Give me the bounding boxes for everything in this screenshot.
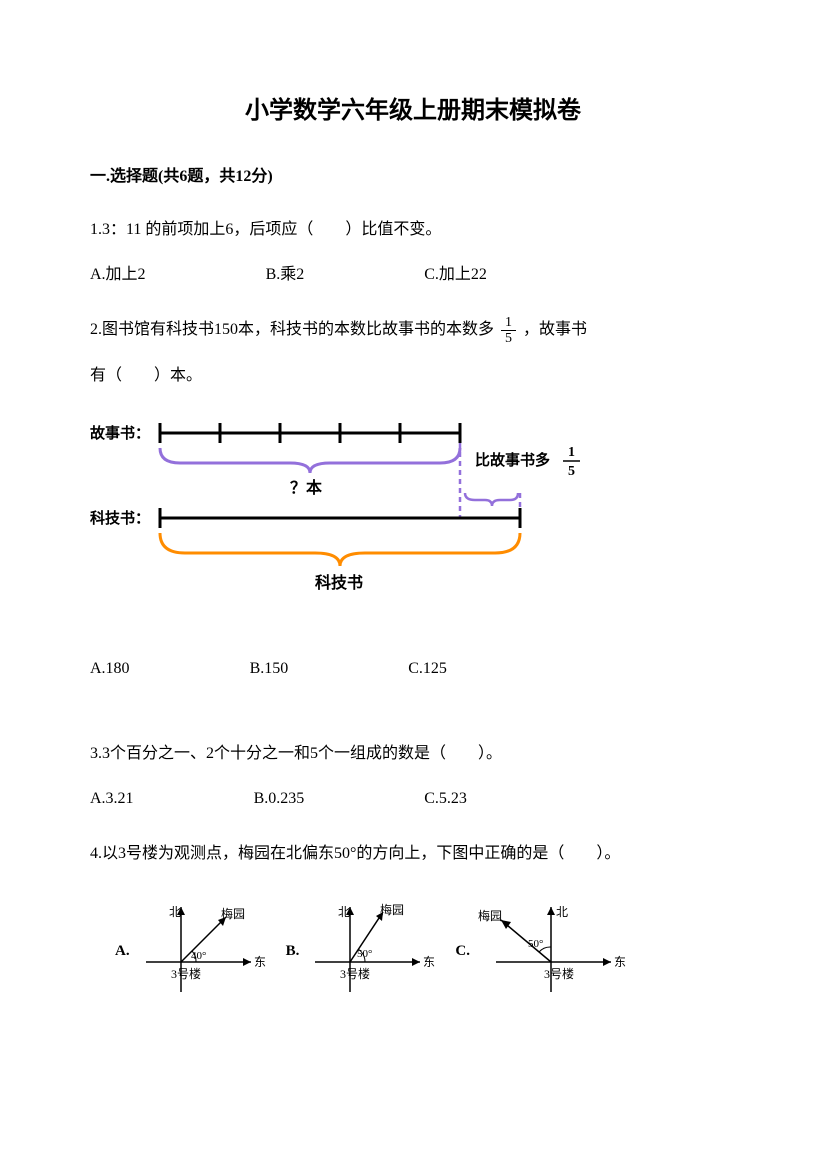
svg-text:梅园: 梅园 [380,902,404,917]
svg-text:梅园: 梅园 [221,906,245,921]
q2-diagram: 故事书： ？本 比故事书多 1 5 科技书： [90,418,736,611]
q2-text-after: ，故事书 [523,321,587,338]
svg-text:3号楼: 3号楼 [171,966,201,981]
question-3: 3.3个百分之一、2个十分之一和5个一组成的数是（ ）。 A.3.21 B.0.… [90,736,736,816]
svg-text:1: 1 [568,445,575,460]
q3-option-b: B.0.235 [254,781,305,816]
q4-diagrams: A. 北 东 梅园 40° 3号楼 B. [115,902,736,1002]
question-4: 4.以3号楼为观测点，梅园在北偏东50°的方向上，下图中正确的是（ ）。 A. … [90,836,736,1001]
label-more: 比故事书多 [475,451,550,469]
label-tech-bottom: 科技书 [315,573,363,592]
q2-option-b: B.150 [250,651,289,686]
svg-text:东: 东 [614,955,626,969]
svg-text:50°: 50° [357,948,372,960]
q2-options: A.180 B.150 C.125 [90,651,736,686]
q3-text: 3.3个百分之一、2个十分之一和5个一组成的数是（ ）。 [90,736,736,771]
q1-option-c: C.加上22 [424,257,487,292]
q2-option-c: C.125 [408,651,447,686]
question-2: 2.图书馆有科技书150本，科技书的本数比故事书的本数多 1 5 ，故事书 有（… [90,312,736,686]
fraction-icon: 1 5 [501,315,516,347]
q3-option-c: C.5.23 [424,781,467,816]
q1-options: A.加上2 B.乘2 C.加上22 [90,257,736,292]
q4-option-a: A. 北 东 梅园 40° 3号楼 [115,902,266,1002]
svg-text:50°: 50° [528,938,543,950]
fraction-denominator: 5 [501,331,516,346]
direction-diagram-b: 北 东 梅园 50° 3号楼 [305,902,435,1002]
q1-option-a: A.加上2 [90,257,146,292]
q3-option-a: A.3.21 [90,781,134,816]
bar-diagram-svg: 故事书： ？本 比故事书多 1 5 科技书： [90,418,650,598]
q4-option-b: B. 北 东 梅园 50° 3号楼 [286,902,436,1002]
q3-options: A.3.21 B.0.235 C.5.23 [90,781,736,816]
direction-diagram-a: 北 东 梅园 40° 3号楼 [136,902,266,1002]
svg-text:3号楼: 3号楼 [544,966,574,981]
section-header: 一.选择题(共6题，共12分) [90,163,736,192]
q2-text-line2: 有（ ）本。 [90,358,736,393]
label-tech: 科技书： [90,509,150,527]
q2-option-a: A.180 [90,651,130,686]
label-unknown: ？本 [290,478,322,497]
q4-c-letter: C. [455,935,470,968]
q4-a-letter: A. [115,935,130,968]
svg-text:3号楼: 3号楼 [340,966,370,981]
q4-text: 4.以3号楼为观测点，梅园在北偏东50°的方向上，下图中正确的是（ ）。 [90,836,736,871]
svg-text:40°: 40° [191,950,206,962]
svg-text:5: 5 [568,464,575,479]
q4-b-letter: B. [286,935,300,968]
q1-option-b: B.乘2 [266,257,305,292]
svg-text:梅园: 梅园 [478,908,502,923]
direction-diagram-c: 北 东 梅园 50° 3号楼 [476,902,626,1002]
svg-text:东: 东 [423,955,435,969]
svg-text:东: 东 [254,955,266,969]
page-title: 小学数学六年级上册期末模拟卷 [90,90,736,133]
svg-text:北: 北 [338,905,350,919]
q1-text: 1.3：11 的前项加上6，后项应（ ）比值不变。 [90,212,736,247]
question-1: 1.3：11 的前项加上6，后项应（ ）比值不变。 A.加上2 B.乘2 C.加… [90,212,736,292]
label-story: 故事书： [90,424,150,442]
svg-text:北: 北 [556,905,568,919]
svg-text:北: 北 [169,905,181,919]
fraction-numerator: 1 [501,315,516,331]
q2-text: 2.图书馆有科技书150本，科技书的本数比故事书的本数多 1 5 ，故事书 [90,312,736,347]
q2-text-before: 2.图书馆有科技书150本，科技书的本数比故事书的本数多 [90,321,494,338]
q4-option-c: C. 北 东 梅园 50° 3号楼 [455,902,626,1002]
